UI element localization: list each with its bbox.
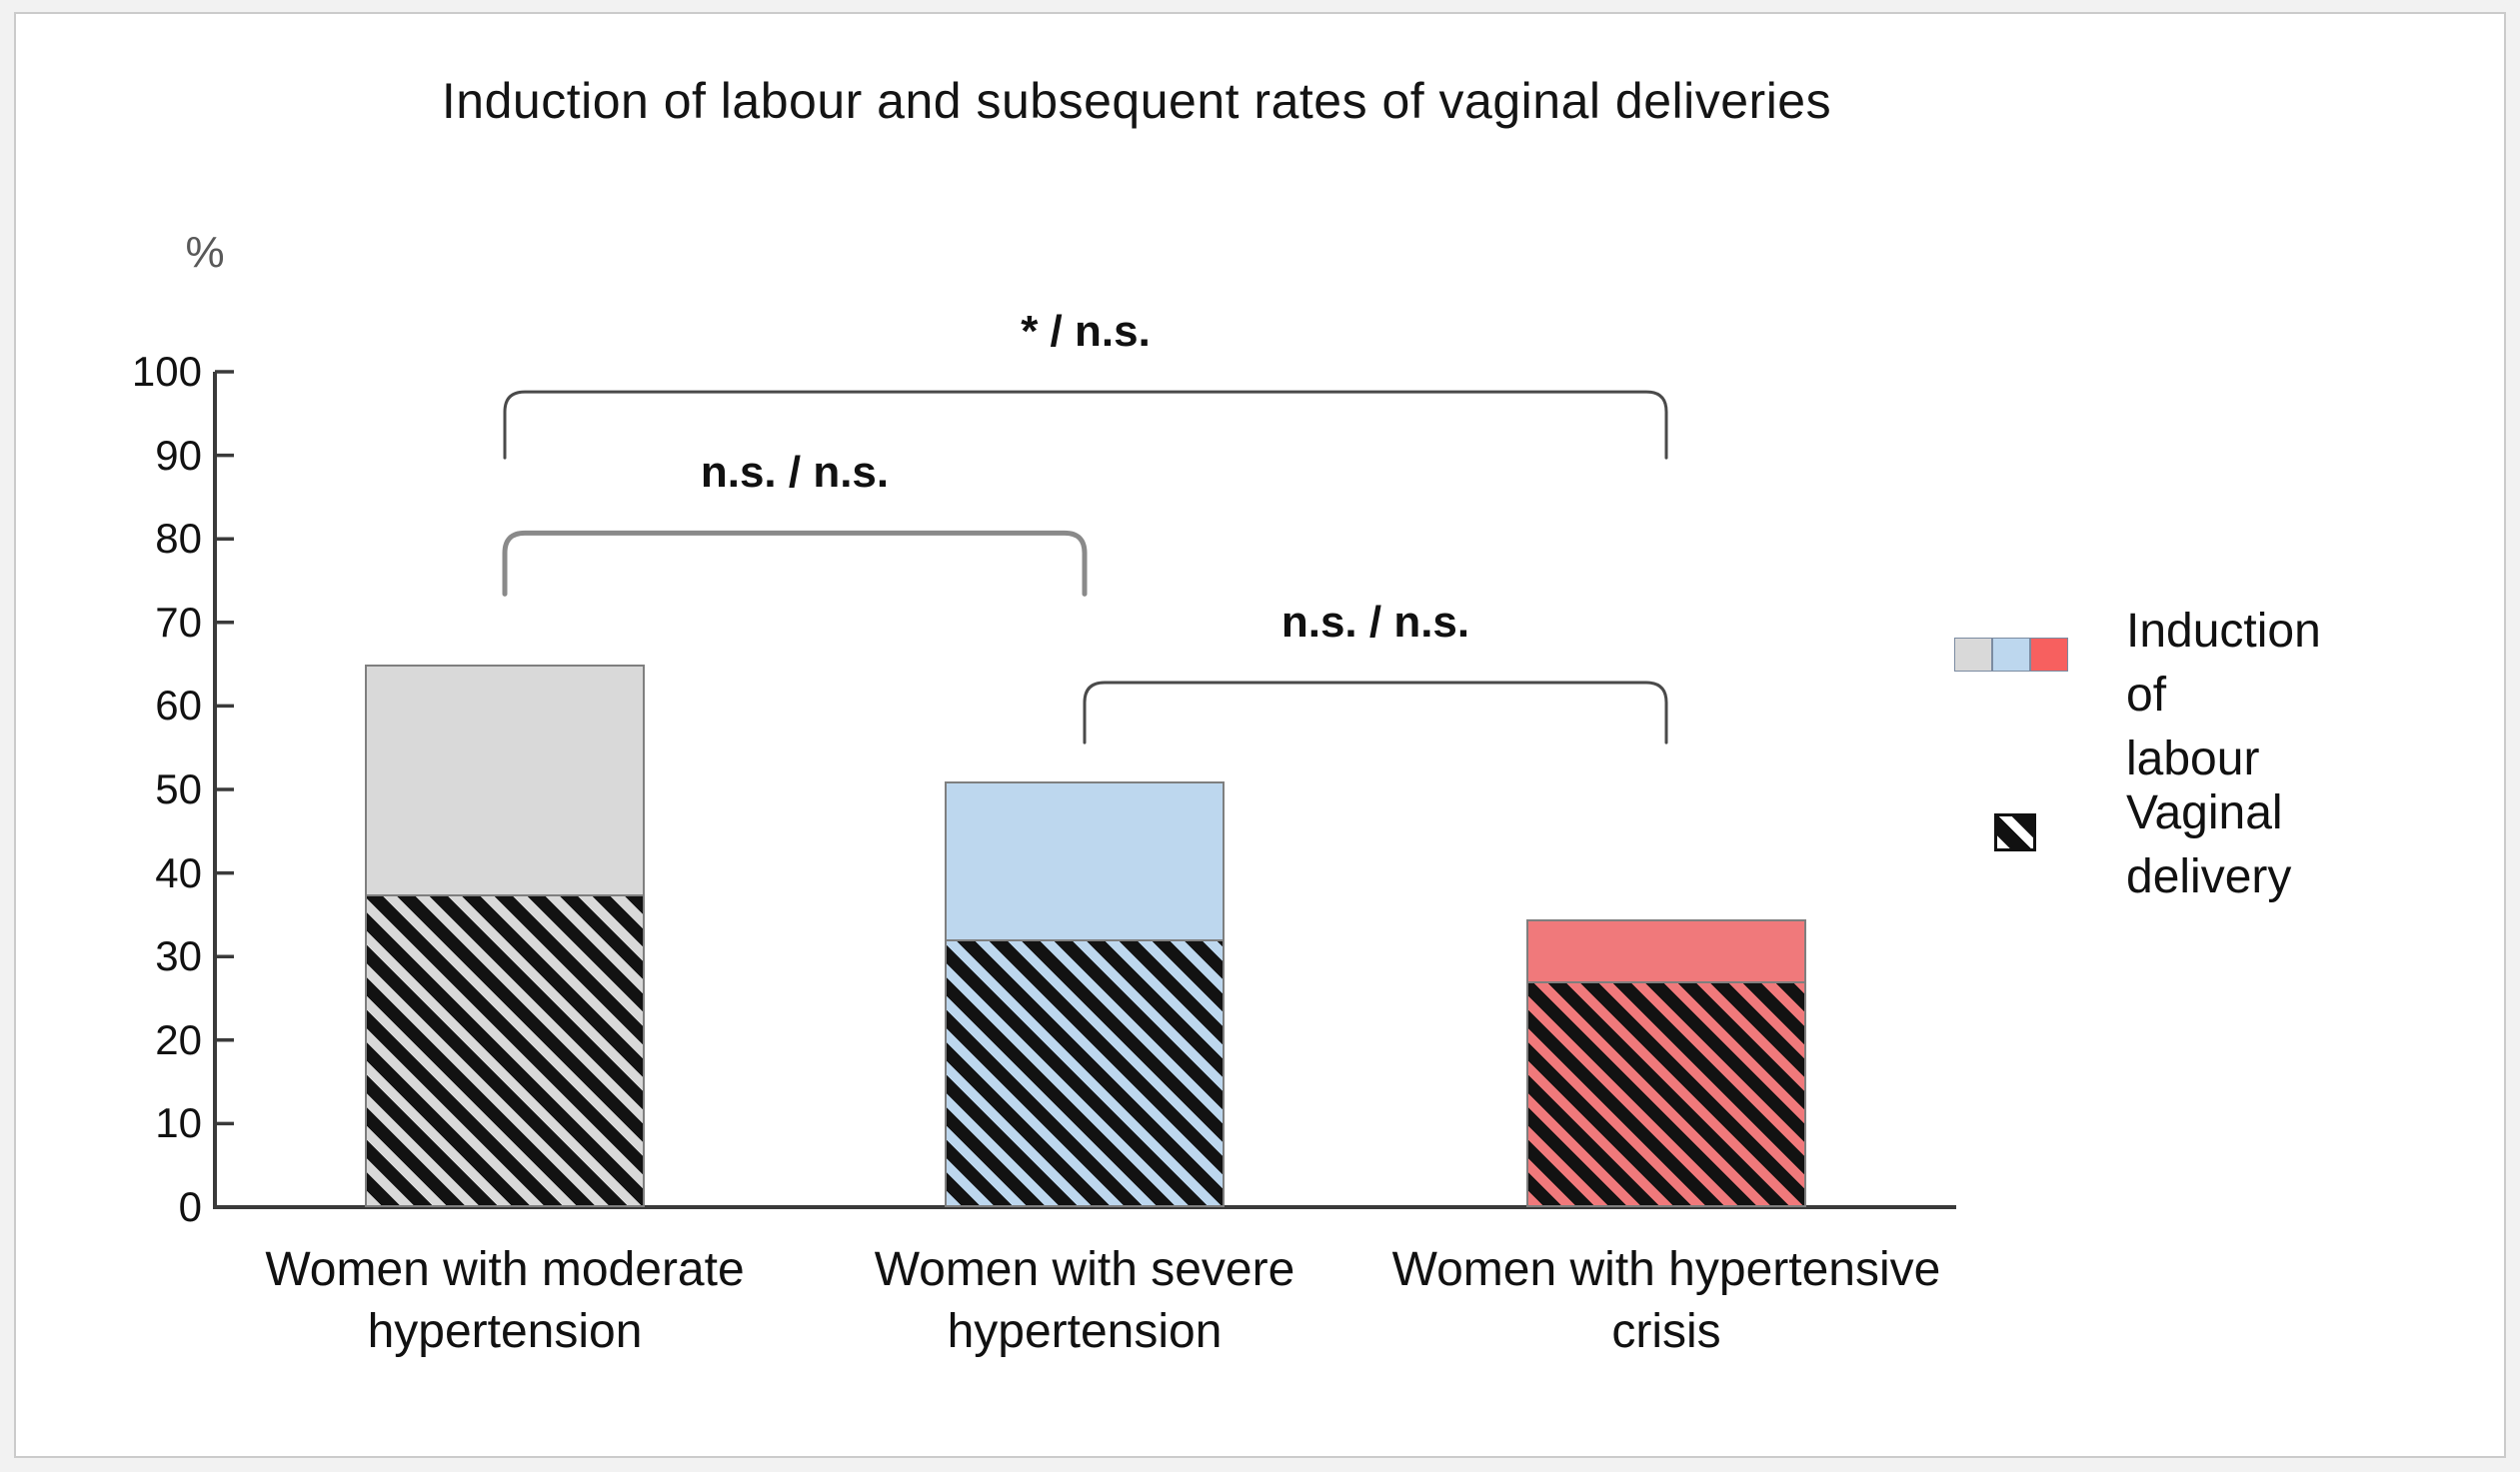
significance-bracket-2 — [1083, 681, 1668, 744]
significance-bracket-0 — [503, 390, 1668, 460]
bar-vaginal-delivery-0 — [365, 893, 645, 1207]
induction-swatch-2 — [2030, 638, 2068, 672]
y-tick-label: 40 — [155, 848, 202, 896]
y-tick-label: 20 — [155, 1015, 202, 1063]
induction-swatch-1 — [1992, 638, 2030, 672]
legend-label-vaginal: Vaginal delivery — [2126, 786, 2292, 903]
y-tick-label: 90 — [155, 431, 202, 479]
y-tick-label: 60 — [155, 682, 202, 730]
category-label-0: Women with moderate hypertension — [265, 1243, 745, 1358]
y-tick-label: 0 — [178, 1183, 202, 1230]
bar-vaginal-delivery-2 — [1526, 981, 1806, 1207]
diagonal-hatch-icon — [1994, 813, 2036, 851]
category-label-1: Women with severe hypertension — [874, 1243, 1295, 1358]
significance-label-1: n.s. / n.s. — [700, 448, 890, 498]
chart-title: Induction of labour and subsequent rates… — [441, 73, 1832, 129]
significance-label-0: * / n.s. — [1021, 307, 1151, 357]
y-tick-label: 80 — [155, 515, 202, 563]
significance-bracket-1 — [502, 530, 1088, 597]
significance-label-2: n.s. / n.s. — [1280, 597, 1470, 647]
y-tick-label: 50 — [155, 765, 202, 812]
bar-vaginal-delivery-1 — [945, 939, 1225, 1207]
y-axis-unit-label: % — [185, 228, 225, 277]
y-tick-label: 70 — [155, 598, 202, 646]
legend-label-induction: Induction of labour — [2126, 605, 2321, 785]
y-tick-label: 100 — [131, 348, 202, 395]
y-tick-label: 10 — [155, 1099, 202, 1147]
category-label-2: Women with hypertensive crisis — [1391, 1243, 1941, 1358]
induction-swatch-0 — [1954, 638, 1992, 672]
induction-swatches — [1954, 638, 2068, 672]
y-tick-label: 30 — [155, 932, 202, 980]
